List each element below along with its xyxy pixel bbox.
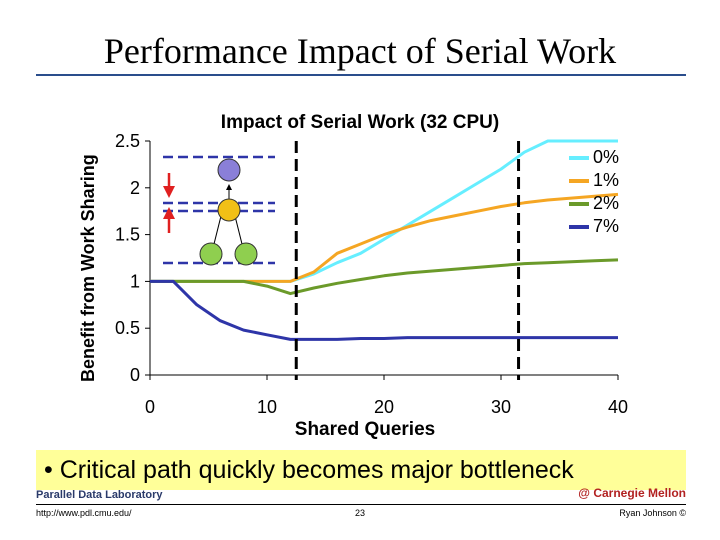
legend-label: 7%: [593, 216, 620, 236]
graph-node: [217, 158, 241, 182]
x-tick-label: 30: [491, 397, 511, 417]
down-arrow-icon: [163, 186, 175, 198]
legend-swatch: [569, 156, 589, 160]
graph-node: [217, 198, 241, 222]
x-tick-label: 20: [374, 397, 394, 417]
up-arrow-icon: [163, 207, 175, 219]
y-tick-label: 0: [130, 365, 140, 385]
graph-node: [199, 242, 223, 266]
series-line: [150, 279, 618, 341]
bullet-text: • Critical path quickly becomes major bo…: [44, 456, 574, 484]
legend-label: 0%: [593, 147, 620, 167]
x-tick-label: 0: [145, 397, 155, 417]
graph-edge-arrowhead: [226, 184, 232, 190]
y-tick-label: 1: [130, 271, 140, 291]
y-tick-label: 2: [130, 178, 140, 198]
chart-title: Impact of Serial Work (32 CPU): [220, 112, 500, 133]
slide-title: Performance Impact of Serial Work: [103, 31, 617, 71]
legend-label: 1%: [593, 170, 620, 190]
footer-university: @ Carnegie Mellon: [578, 486, 686, 500]
title-rule: [36, 74, 686, 76]
legend-item: 1%: [569, 169, 629, 192]
x-tick-label: 10: [257, 397, 277, 417]
footer-url[interactable]: http://www.pdl.cmu.edu/: [36, 508, 132, 518]
critical-path-diagram: [163, 155, 275, 266]
callout-box: • Critical path quickly becomes major bo…: [36, 450, 686, 490]
series-line: [150, 258, 619, 296]
legend-item: 2%: [569, 192, 629, 215]
legend-swatch: [569, 202, 589, 206]
legend-swatch: [569, 225, 589, 229]
legend-swatch: [569, 179, 589, 183]
chart-x-axis-label: Shared Queries: [294, 419, 436, 440]
footer-author: Ryan Johnson ©: [619, 508, 686, 518]
graph-node: [234, 242, 258, 266]
y-tick-label: 2.5: [115, 131, 140, 151]
page-number: 23: [355, 508, 366, 518]
legend-item: 7%: [569, 215, 629, 238]
y-tick-label: 0.5: [115, 318, 140, 338]
x-tick-label: 40: [608, 397, 628, 417]
y-tick-label: 1.5: [115, 225, 140, 245]
footer-rule: [36, 504, 686, 505]
legend-item: 0%: [569, 146, 629, 169]
chart-legend: 0% 1% 2% 7%: [569, 146, 629, 238]
footer-lab-name: Parallel Data Laboratory: [36, 489, 163, 501]
legend-label: 2%: [593, 193, 620, 213]
